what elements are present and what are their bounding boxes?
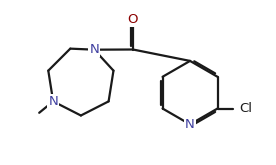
Text: N: N: [89, 43, 99, 56]
Text: O: O: [128, 13, 138, 26]
Text: Cl: Cl: [240, 102, 253, 115]
Text: N: N: [48, 95, 58, 108]
Text: N: N: [185, 118, 195, 131]
